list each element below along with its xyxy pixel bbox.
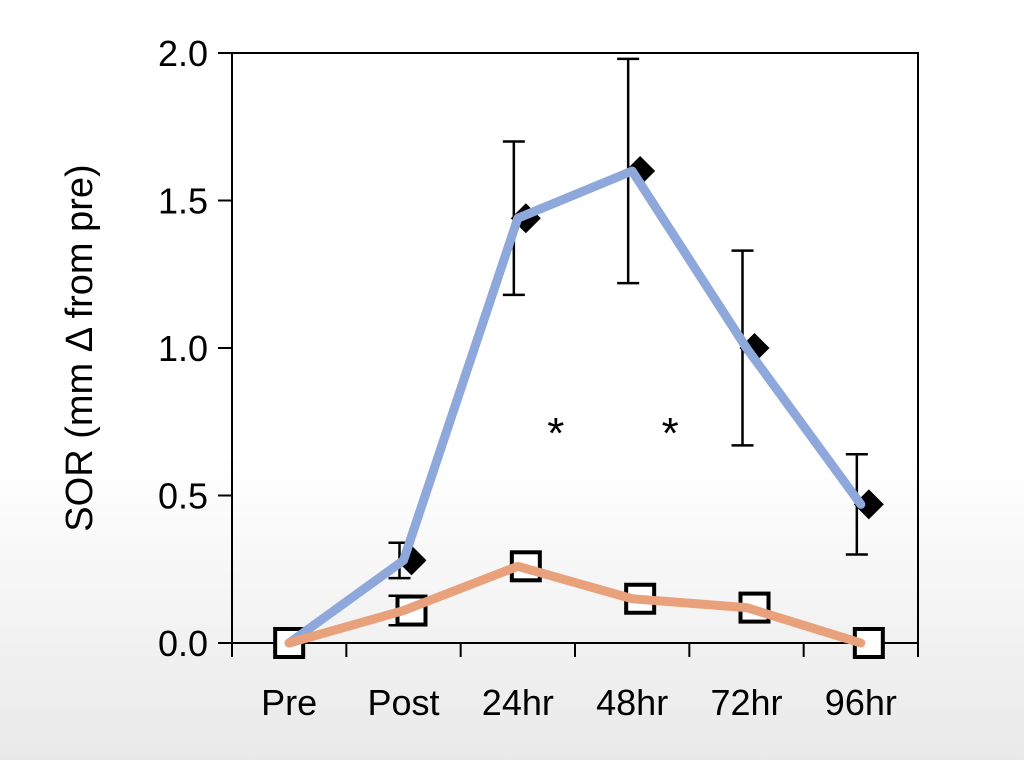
y-axis: 0.0 0.5 1.0 1.5 2.0 <box>158 33 232 664</box>
y-tick-label: 2.0 <box>158 33 208 74</box>
series-line-2 <box>284 561 866 648</box>
series-line-1 <box>284 166 866 648</box>
y-tick-label: 0.5 <box>158 476 208 517</box>
x-tick-label: 24hr <box>482 682 554 723</box>
plot-border <box>231 52 919 644</box>
x-tick-label: 96hr <box>825 682 897 723</box>
y-tick-label: 1.0 <box>158 328 208 369</box>
significance-marker: * <box>547 409 564 458</box>
y-tick-label: 0.0 <box>158 623 208 664</box>
y-axis-title: SOR (mm Δ from pre) <box>59 164 101 531</box>
x-tick-label: Post <box>367 682 439 723</box>
x-tick-label: 72hr <box>710 682 782 723</box>
series-group <box>273 57 885 659</box>
x-tick-label: Pre <box>261 682 317 723</box>
data-point <box>853 489 884 520</box>
y-tick-label: 1.5 <box>158 181 208 222</box>
plot-frame <box>231 52 919 644</box>
significance-marker: * <box>662 409 679 458</box>
x-tick-label: 48hr <box>596 682 668 723</box>
series-1 <box>388 57 884 580</box>
x-axis: Pre Post 24hr 48hr 72hr 96hr <box>231 643 919 723</box>
series-2 <box>273 550 885 659</box>
annotations: * * <box>547 409 678 458</box>
